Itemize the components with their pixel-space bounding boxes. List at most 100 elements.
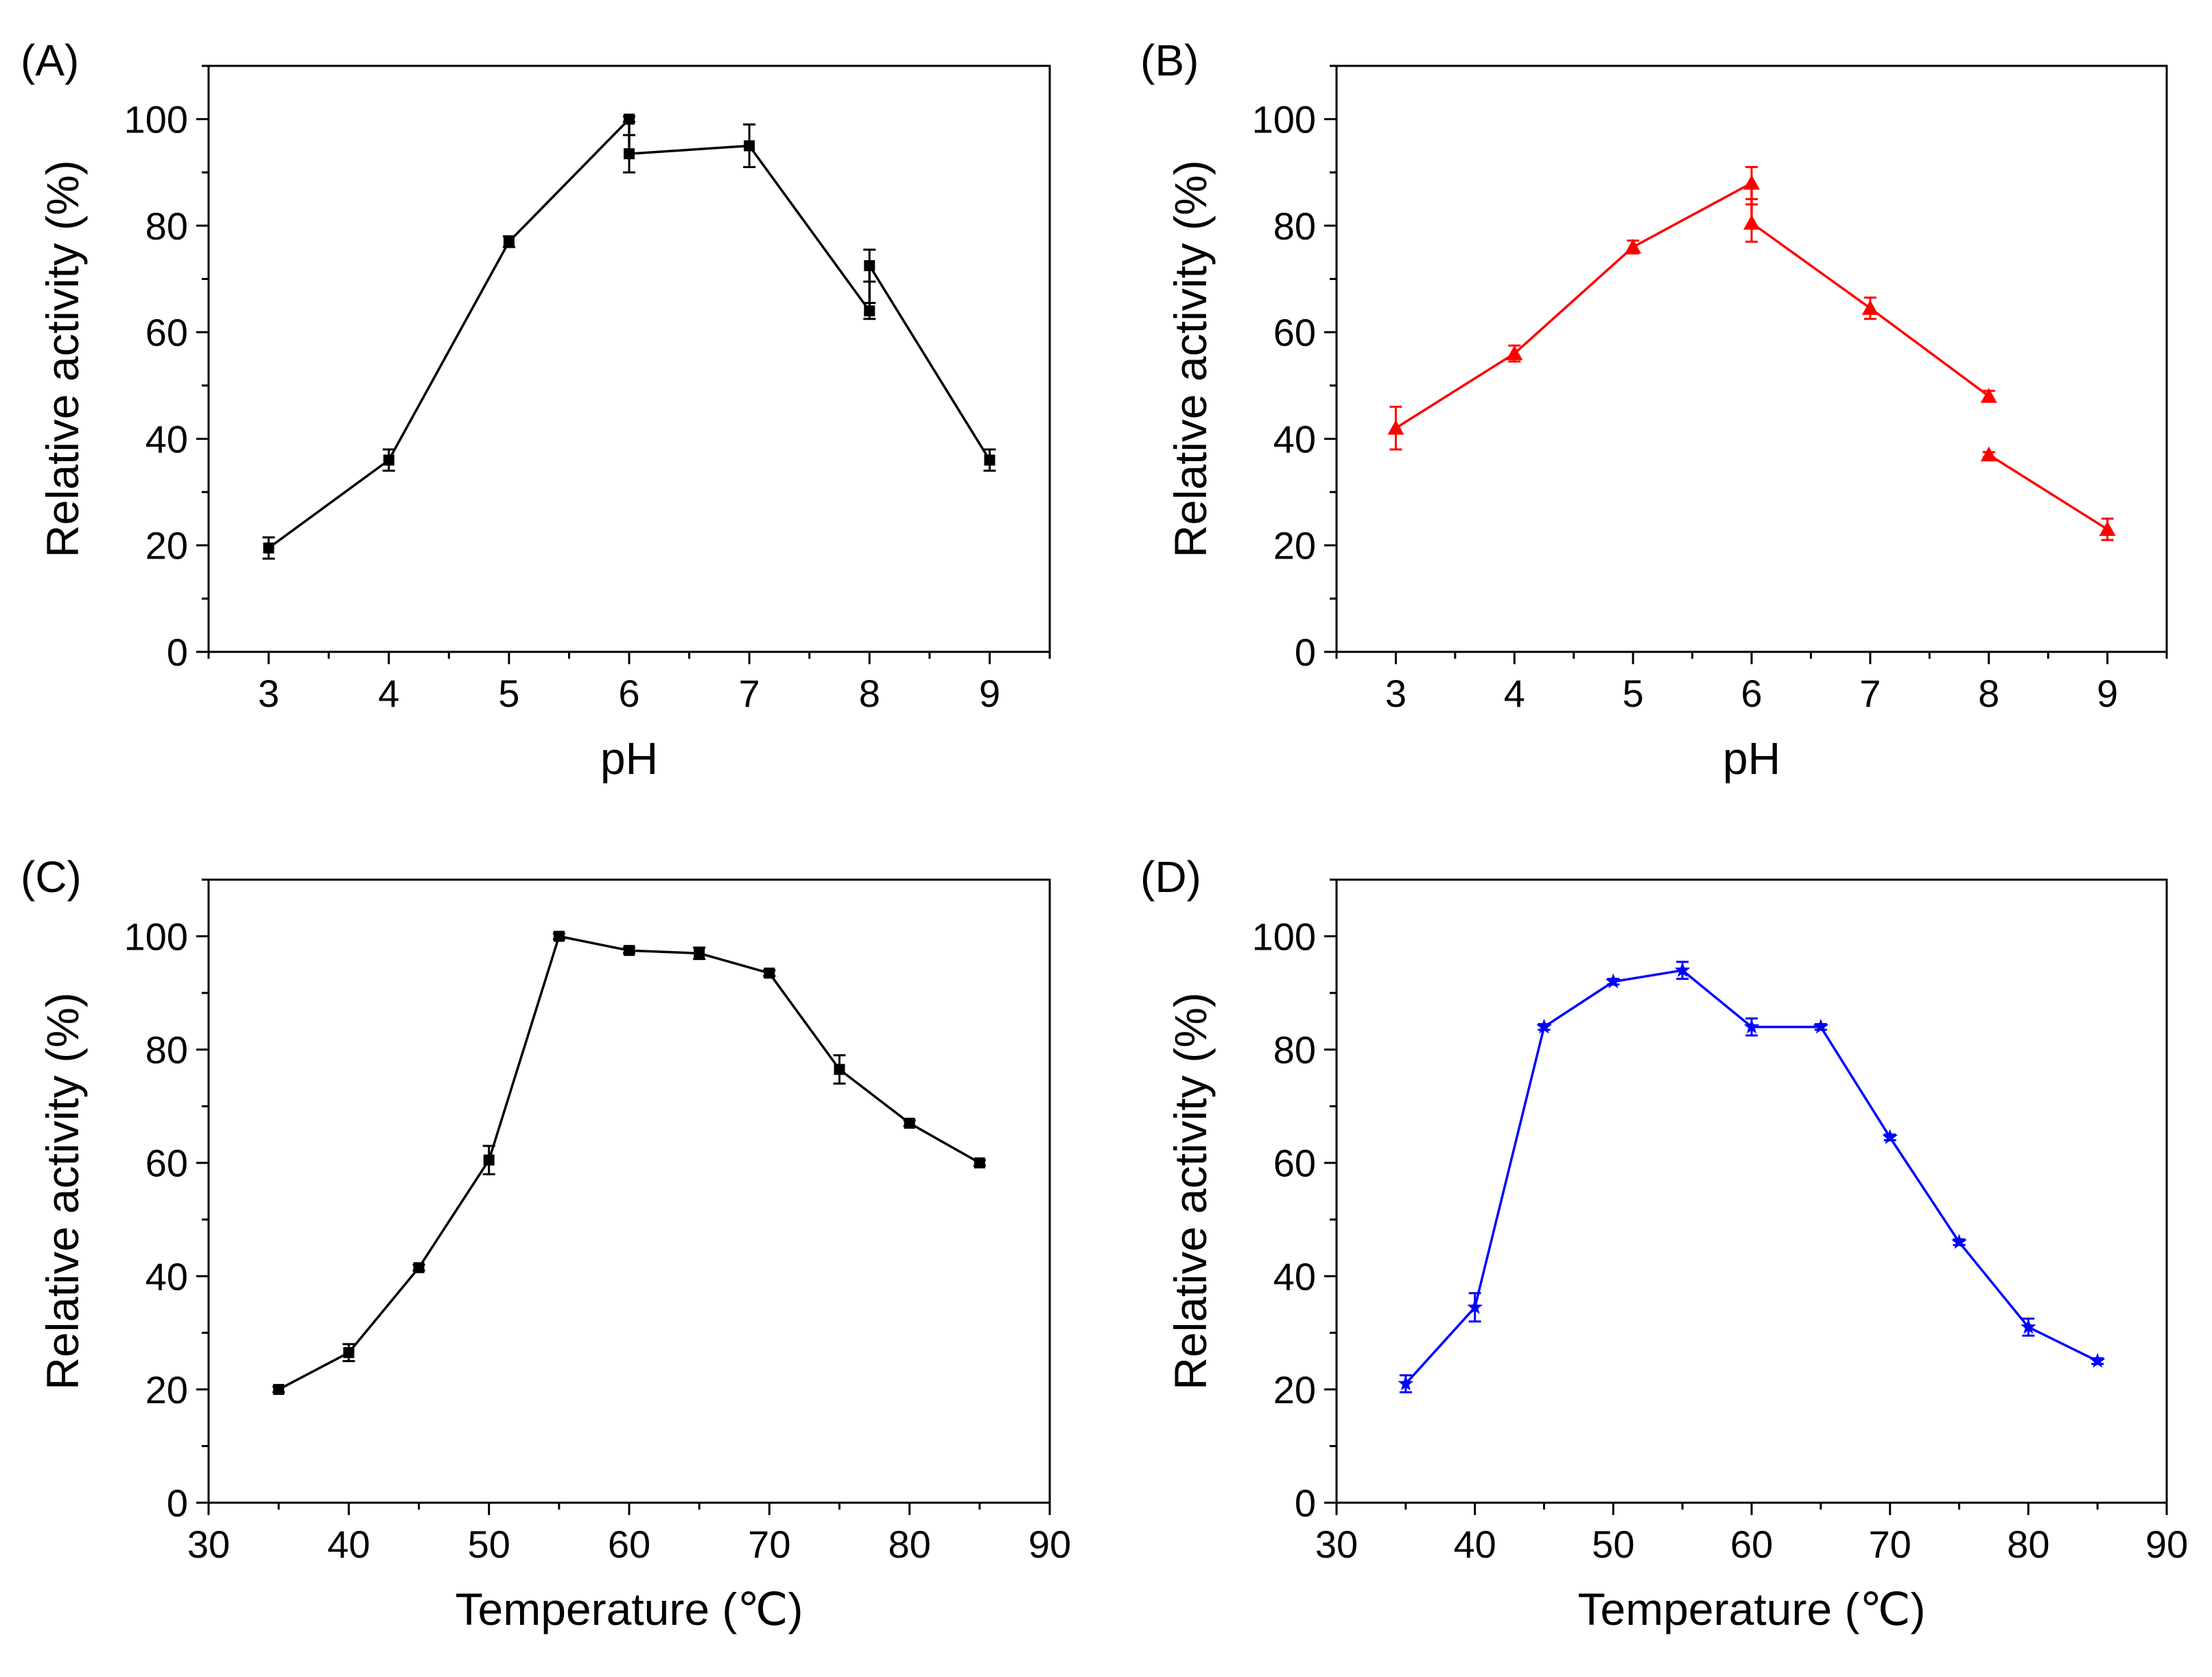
x-tick-label: 3 [1385,672,1407,715]
panel-d: (D) 0 20 40 60 80 100 30 40 50 60 70 80 90 Temperature… [1140,852,2188,1634]
data-point [904,1117,915,1129]
x-tick-label: 50 [1592,1523,1634,1566]
y-tick-label: 60 [145,311,188,354]
data-point [1387,419,1404,435]
data-point [864,305,875,317]
data-point [1674,962,1691,977]
panel-c: (C) 0 20 40 60 80 100 30 40 50 60 70 80 90 Temperature… [21,852,1071,1634]
data-point [2089,1352,2106,1368]
data-point [1980,388,1997,403]
data-point [1743,1018,1760,1034]
plot-frame [1335,878,2168,1504]
x-tick-label: 7 [739,672,760,715]
y-tick-label: 60 [145,1142,188,1185]
x-tick-label: 5 [1623,672,1644,715]
x-tick-label: 40 [327,1523,370,1566]
x-tick-label: 3 [258,672,279,715]
y-tick-label: 80 [1273,204,1316,248]
data-point [1506,345,1523,360]
series-line [278,935,980,1391]
data-point [624,945,635,957]
data-point [413,1262,425,1274]
x-tick-label: 4 [1504,672,1525,715]
data-point [744,140,755,152]
data-point [1813,1018,1829,1034]
y-tick-label: 0 [167,1481,188,1525]
x-axis-title: pH [1723,733,1780,784]
panel-label: (A) [21,36,79,85]
data-point [1882,1129,1898,1145]
y-axis-title: Relative activity (%) [37,992,88,1389]
series-line [1395,182,1990,430]
series-line [268,117,991,550]
x-tick-label: 9 [2097,672,2118,715]
y-tick-label: 20 [145,1368,188,1411]
data-point [503,236,515,248]
data-point [1398,1375,1414,1391]
data-point [1980,446,1997,462]
data-point [624,148,635,160]
panel-label: (C) [21,852,82,902]
y-tick-label: 80 [1273,1029,1316,1072]
data-point [263,542,274,554]
data-point [1743,215,1760,230]
y-tick-label: 0 [167,631,188,674]
y-tick-label: 80 [145,1029,188,1072]
panel-label: (D) [1140,852,1201,902]
data-point [1625,238,1642,254]
data-point [984,454,996,466]
x-tick-label: 50 [468,1523,510,1566]
x-tick-label: 6 [618,672,639,715]
data-point [834,1064,845,1075]
panel-a: (A) 0 20 40 60 80 100 3 4 5 6 7 8 9 pH Relative activit… [21,36,1051,784]
panel-label: (B) [1140,36,1199,85]
y-tick-label: 40 [145,1255,188,1298]
plot-frame [207,878,1051,1504]
y-tick-label: 60 [1273,1142,1316,1185]
x-tick-label: 40 [1454,1523,1496,1566]
x-tick-label: 70 [748,1523,790,1566]
y-axis-title: Relative activity (%) [1165,992,1216,1389]
x-tick-label: 60 [608,1523,650,1566]
y-tick-label: 60 [1273,311,1316,354]
y-tick-label: 100 [124,915,188,959]
x-tick-label: 90 [2145,1523,2188,1566]
y-tick-label: 20 [1273,1368,1316,1411]
y-tick-label: 20 [145,524,188,567]
data-point [1605,973,1621,989]
x-tick-label: 30 [187,1523,230,1566]
data-point [2020,1319,2036,1334]
x-tick-label: 80 [889,1523,931,1566]
y-tick-label: 40 [145,417,188,460]
x-axis-title: Temperature (℃) [1578,1584,1926,1634]
plot-frame [1335,64,2168,653]
data-point [1951,1234,1967,1249]
data-point [1467,1299,1483,1314]
data-point [343,1347,355,1359]
data-point [553,930,565,942]
y-axis-title: Relative activity (%) [1165,160,1216,557]
x-tick-label: 7 [1859,672,1881,715]
x-tick-label: 80 [2007,1523,2049,1566]
y-tick-label: 40 [1273,1255,1316,1298]
data-point [974,1157,985,1169]
y-tick-label: 80 [145,204,188,248]
x-tick-label: 4 [378,672,399,715]
x-tick-label: 9 [979,672,1000,715]
data-point [2099,521,2116,537]
x-tick-label: 60 [1730,1523,1773,1566]
y-tick-label: 100 [124,98,188,141]
y-tick-label: 100 [1252,98,1316,141]
data-point [864,260,875,272]
data-point [273,1383,285,1395]
data-point [624,113,635,125]
x-tick-label: 5 [498,672,519,715]
y-tick-label: 0 [1295,631,1316,674]
data-point [1861,300,1879,315]
data-point [1536,1018,1552,1034]
y-tick-label: 0 [1295,1481,1316,1525]
x-axis-title: pH [600,733,658,784]
series-line [1988,454,2108,530]
x-tick-label: 90 [1028,1523,1071,1566]
